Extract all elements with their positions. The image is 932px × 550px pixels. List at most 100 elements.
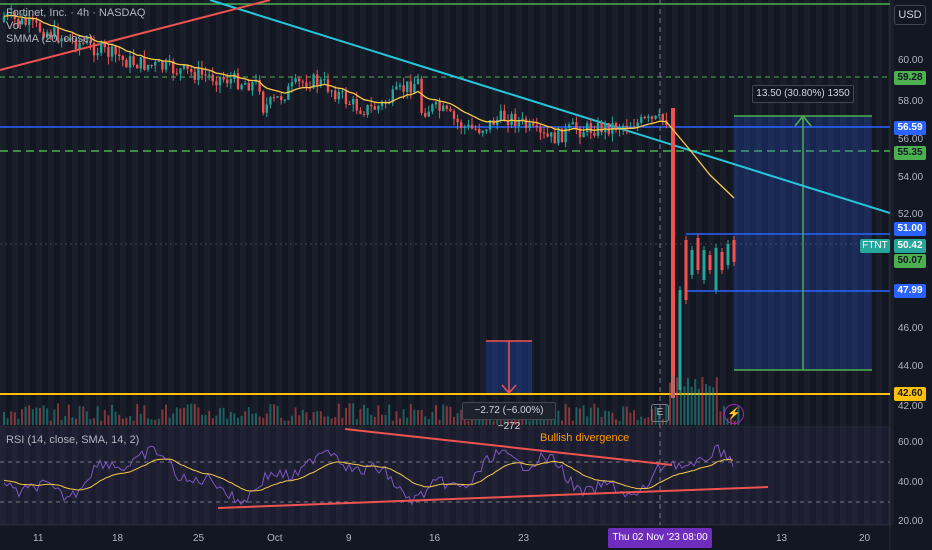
candle-body xyxy=(341,91,344,93)
volume-bar xyxy=(381,414,383,425)
volume-bar xyxy=(96,406,99,425)
volume-bar xyxy=(197,407,200,425)
volume-bar xyxy=(316,411,319,425)
candle-body xyxy=(720,252,724,270)
volume-bar xyxy=(132,420,135,425)
volume-bar xyxy=(694,379,697,425)
price-tag-51-00: 51.00 xyxy=(894,222,926,236)
volume-bar xyxy=(366,407,369,425)
candle-body xyxy=(100,42,103,54)
session-band xyxy=(204,0,210,525)
candle-body xyxy=(172,61,175,74)
candle-body xyxy=(678,290,682,390)
volume-bar xyxy=(211,418,214,425)
candle-body xyxy=(373,106,376,110)
volume-bar xyxy=(629,412,632,425)
ticker-tag: FTNT xyxy=(860,239,890,253)
session-band xyxy=(732,0,738,525)
volume-bar xyxy=(89,419,92,425)
session-band xyxy=(480,0,486,525)
candle-body xyxy=(28,18,31,25)
candle-body xyxy=(402,85,405,92)
session-band xyxy=(312,0,318,525)
volume-bar xyxy=(60,419,63,425)
volume-bar xyxy=(71,417,74,425)
volume-bar xyxy=(640,416,643,425)
volume-bar xyxy=(327,416,329,425)
resistance-trendline xyxy=(0,0,271,71)
volume-bar xyxy=(467,420,470,425)
session-band xyxy=(540,0,546,525)
candle-body xyxy=(121,56,124,61)
candle-body xyxy=(542,132,546,134)
candle-body xyxy=(290,82,294,87)
rsi-sma-line xyxy=(3,458,734,492)
volume-bar xyxy=(535,417,538,425)
candle-body xyxy=(503,110,506,121)
volume-bar xyxy=(388,404,391,425)
candle-body xyxy=(186,64,189,70)
volume-bar xyxy=(190,403,193,425)
volume-bar xyxy=(78,405,81,425)
candle-body xyxy=(690,250,694,275)
candle-body xyxy=(696,238,700,270)
candle-body xyxy=(726,244,730,265)
candle-body xyxy=(553,132,556,144)
short-measure-label[interactable]: −2.72 (−6.00%) −272 xyxy=(462,402,556,432)
candle-body xyxy=(229,79,232,84)
candle-body xyxy=(38,22,42,32)
session-band xyxy=(336,0,342,525)
volume-bar xyxy=(237,417,239,425)
volume-bar xyxy=(409,404,412,425)
price-tag-56-59: 56.59 xyxy=(894,121,926,135)
currency-button[interactable]: USD xyxy=(894,5,926,25)
candle-body xyxy=(179,68,182,74)
volume-bar xyxy=(114,411,117,425)
session-band xyxy=(636,0,642,525)
candle-body xyxy=(640,117,643,123)
long-measure-label[interactable]: 13.50 (30.80%) 1350 xyxy=(752,85,854,103)
rsi-legend[interactable]: RSI (14, close, SMA, 14, 2) xyxy=(6,434,140,446)
divergence-label[interactable]: Bullish divergence xyxy=(540,432,630,444)
volume-bar xyxy=(100,420,103,425)
price-tick: 46.00 xyxy=(898,323,924,334)
candle-body xyxy=(600,122,603,133)
session-band xyxy=(168,0,174,525)
volume-bar xyxy=(330,418,333,425)
volume-bar xyxy=(17,418,20,425)
session-band xyxy=(828,0,834,525)
volume-bar xyxy=(24,406,27,425)
candle-body xyxy=(161,61,164,70)
symbol-legend[interactable]: Fortinet, Inc. · 4h · NASDAQ Vol SMMA (2… xyxy=(6,7,145,46)
session-band xyxy=(348,0,354,525)
volume-bar xyxy=(665,404,668,425)
candle-body xyxy=(17,18,20,24)
candle-body xyxy=(406,81,409,92)
volume-bar xyxy=(586,416,589,425)
volume-bar xyxy=(150,419,153,425)
rsi-tick: 40.00 xyxy=(898,477,924,488)
candle-body xyxy=(236,73,240,90)
candle-body xyxy=(528,122,531,128)
session-band xyxy=(408,0,414,525)
candle-body xyxy=(460,122,463,129)
candle-body xyxy=(334,90,337,100)
volume-bar xyxy=(449,406,452,425)
volume-bar xyxy=(301,409,304,425)
volume-bar xyxy=(575,407,578,425)
volume-bar xyxy=(129,416,131,425)
volume-bar xyxy=(57,403,59,425)
candle-body xyxy=(92,42,96,56)
lightning-icon[interactable]: ⚡ xyxy=(724,404,744,424)
volume-bar xyxy=(35,407,38,425)
volume-bar xyxy=(359,408,362,425)
candle-body xyxy=(452,111,456,119)
candle-body xyxy=(323,79,326,81)
session-band xyxy=(804,0,810,525)
volume-bar xyxy=(564,404,567,425)
volume-bar xyxy=(683,386,686,425)
earnings-icon[interactable]: E xyxy=(651,404,669,422)
candle-body xyxy=(607,122,610,134)
